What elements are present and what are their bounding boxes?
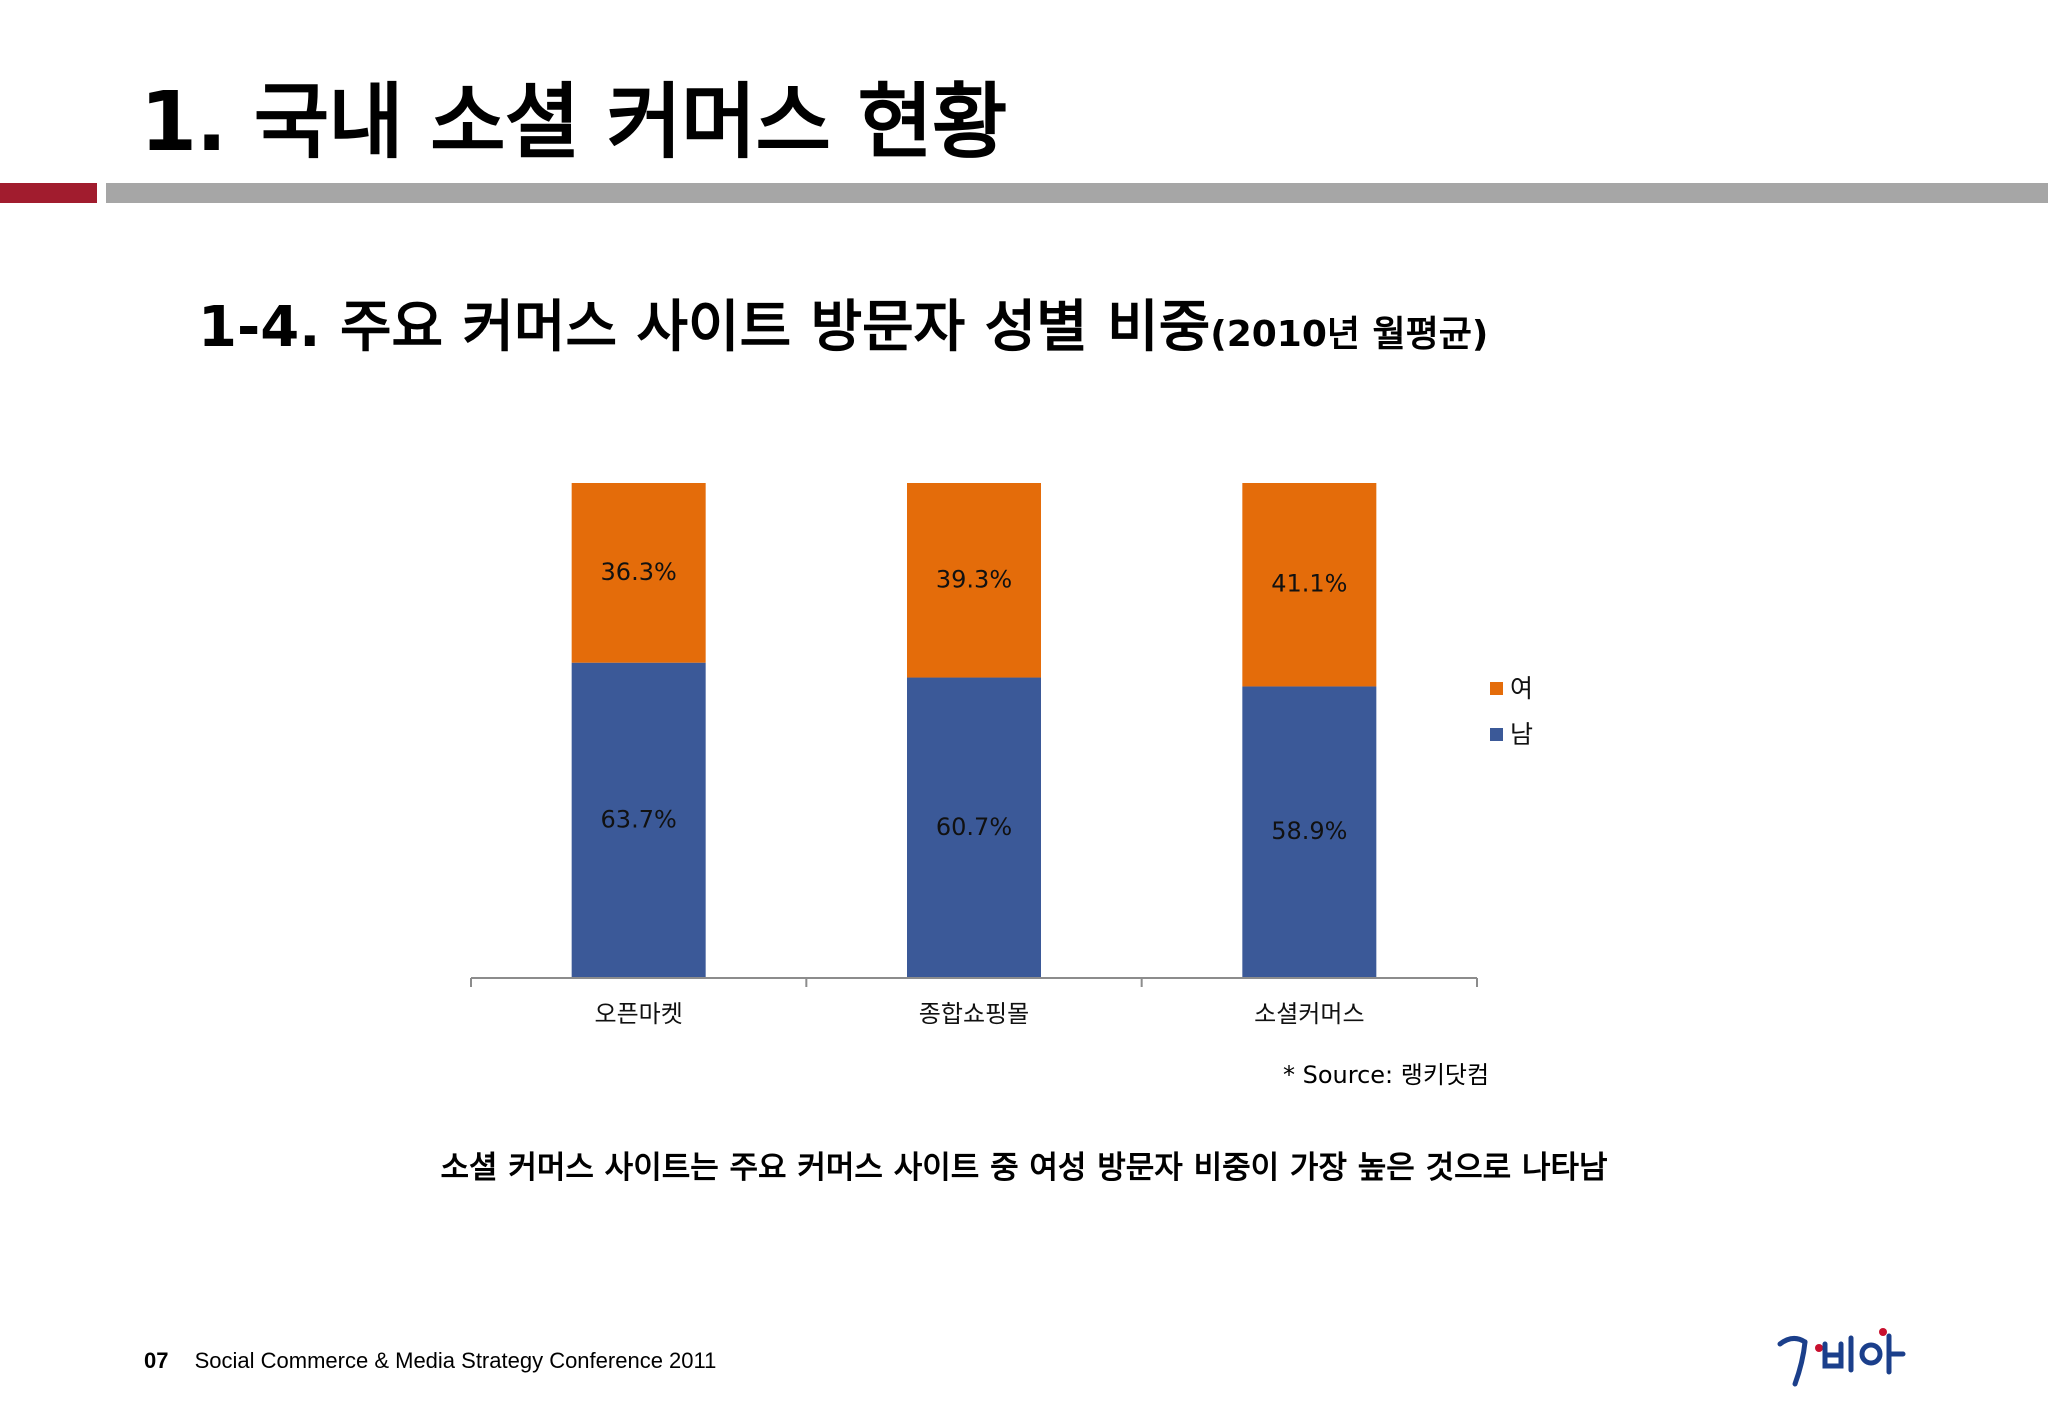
x-tick-label-3: 소셜커머스 [1254,1000,1364,1028]
bar-female-2 [907,483,1041,678]
page-number: 07 [144,1348,169,1373]
legend-swatch-male [1490,728,1503,741]
x-tick-label-2: 종합쇼핑몰 [919,1000,1029,1028]
chart-summary: 소셜 커머스 사이트는 주요 커머스 사이트 중 여성 방문자 비중이 가장 높… [440,1150,1608,1186]
title-divider-bar [106,183,2048,203]
data-label-female-2: 39.3% [936,565,1012,593]
data-label-male-1: 63.7% [601,805,677,833]
chart-heading: 1-4. 주요 커머스 사이트 방문자 성별 비중(2010년 월평균) [198,282,1488,363]
legend-label-male: 남 [1510,720,1533,749]
gabia-logo [1777,1328,1906,1387]
chart-heading-note: (2010년 월평균) [1210,314,1489,355]
bar-female-3 [1242,483,1377,687]
bar-male-3 [1242,686,1377,978]
legend-label-female: 여 [1510,674,1533,703]
data-label-female-1: 36.3% [601,558,677,586]
page-title: 1. 국내 소셜 커머스 현황 [140,75,1007,170]
title-accent-bar [0,183,97,203]
bar-female-1 [571,483,706,663]
data-label-male-2: 60.7% [936,813,1012,841]
footer: 07 Social Commerce & Media Strategy Conf… [144,1348,716,1374]
chart-heading-main: 1-4. 주요 커머스 사이트 방문자 성별 비중 [198,295,1211,360]
data-label-female-3: 41.1% [1271,570,1347,598]
data-label-male-3: 58.9% [1271,817,1347,845]
bar-male-2 [907,677,1041,978]
bar-male-1 [571,662,706,978]
source-note: * Source: 랭키닷컴 [1283,1061,1490,1089]
x-tick-label-1: 오픈마켓 [595,1000,683,1028]
legend-swatch-female [1490,682,1503,695]
footer-text: Social Commerce & Media Strategy Confere… [194,1348,717,1373]
